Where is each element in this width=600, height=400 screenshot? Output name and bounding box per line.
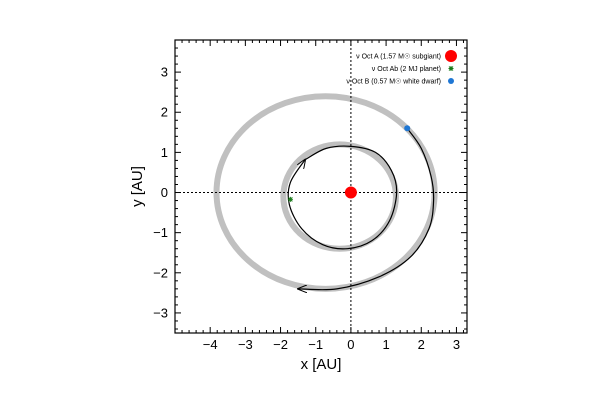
y-tick-label: 0 bbox=[161, 185, 168, 200]
x-tick-label: 1 bbox=[382, 337, 389, 352]
x-tick-label: −3 bbox=[238, 337, 253, 352]
legend-label: ν Oct B (0.57 M☉ white dwarf) bbox=[346, 78, 441, 86]
data-point-series0-0 bbox=[344, 186, 357, 199]
trajectory-companion-path bbox=[298, 127, 435, 289]
x-tick-label: 2 bbox=[418, 337, 425, 352]
legend-label: ν Oct Ab (2 MJ planet) bbox=[372, 66, 441, 73]
y-tick-label: 2 bbox=[161, 105, 168, 120]
legend: ν Oct A (1.57 M☉ subgiant) ν Oct Ab (2 MJ… bbox=[346, 50, 457, 86]
y-tick-label: 1 bbox=[161, 145, 168, 160]
y-tick-label: 3 bbox=[161, 65, 168, 80]
trajectory-planet-path bbox=[287, 145, 398, 250]
plot-frame bbox=[174, 39, 468, 334]
reference-lines bbox=[175, 40, 467, 333]
y-axis-label: y [AU] bbox=[129, 166, 146, 207]
data-point-series1-0 bbox=[287, 196, 293, 202]
tick-labels: −4 −3 −2 −1 0 1 2 3 −3 −2 −1 0 1 2 3 bbox=[153, 65, 460, 352]
y-tick-label: −1 bbox=[153, 225, 168, 240]
body-markers bbox=[287, 125, 411, 202]
legend-marker bbox=[448, 66, 454, 71]
legend-marker bbox=[448, 78, 454, 84]
data-point-series1-0-stroke-3 bbox=[288, 196, 293, 202]
y-tick-label: −2 bbox=[153, 265, 168, 280]
y-tick-label: −3 bbox=[153, 305, 168, 320]
legend-marker-stroke-3 bbox=[448, 66, 454, 71]
legend-label: ν Oct A (1.57 M☉ subgiant) bbox=[356, 53, 441, 61]
x-tick-label: 0 bbox=[347, 337, 354, 352]
x-axis-label: x [AU] bbox=[301, 356, 342, 373]
data-point-series2-0 bbox=[404, 125, 411, 132]
trajectories bbox=[287, 127, 435, 289]
legend-marker bbox=[445, 50, 457, 62]
x-tick-label: 3 bbox=[453, 337, 460, 352]
x-tick-label: −2 bbox=[273, 337, 288, 352]
x-tick-label: −1 bbox=[308, 337, 323, 352]
axis-ticks bbox=[174, 39, 467, 333]
x-tick-label: −4 bbox=[203, 337, 218, 352]
